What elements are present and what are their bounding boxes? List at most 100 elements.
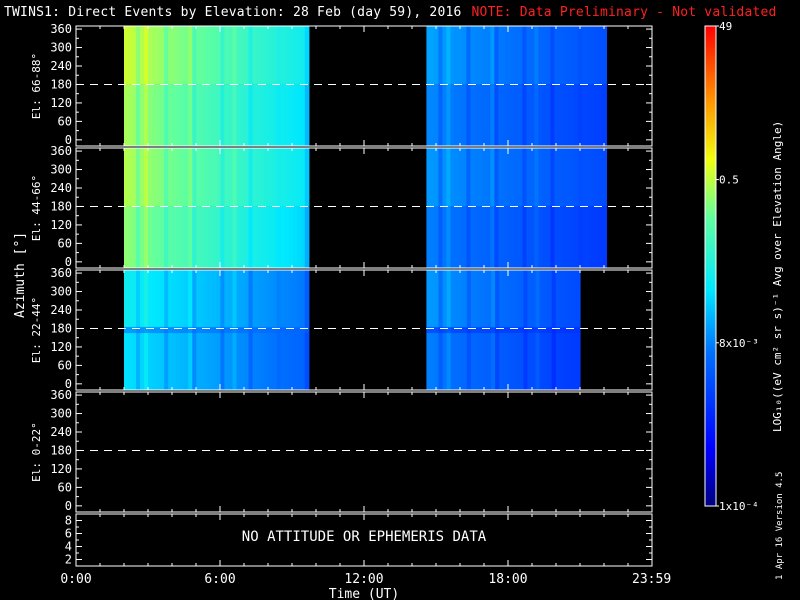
heat-cell xyxy=(252,84,258,146)
heat-cell xyxy=(192,270,197,329)
heat-cell xyxy=(160,328,165,390)
heat-cell xyxy=(539,270,545,329)
panel-label: El: 66-88° xyxy=(30,53,43,119)
y-tick-label: 120 xyxy=(50,218,72,232)
y-tick-label: 120 xyxy=(50,96,72,110)
heat-cell xyxy=(172,26,177,85)
y-axis-label: Azimuth [°] xyxy=(13,231,28,318)
heat-cell xyxy=(184,148,189,207)
heat-cell xyxy=(550,148,555,207)
heat-cell xyxy=(224,206,230,268)
heat-cell xyxy=(304,84,310,146)
heat-band xyxy=(124,326,309,334)
heat-cell xyxy=(566,84,571,146)
heat-cell xyxy=(284,26,290,85)
heat-cell xyxy=(228,26,234,85)
heat-cell xyxy=(140,84,145,146)
heat-cell xyxy=(446,206,451,268)
heat-cell xyxy=(292,26,298,85)
heat-cell xyxy=(300,328,306,390)
y-tick-label: 360 xyxy=(50,22,72,36)
heat-cell xyxy=(522,84,527,146)
heat-cell xyxy=(482,84,487,146)
heat-cell xyxy=(184,84,189,146)
heat-cell xyxy=(571,328,577,390)
heat-cell xyxy=(304,270,310,329)
heat-cell xyxy=(438,26,443,85)
heat-cell xyxy=(260,206,266,268)
y-tick-label: 240 xyxy=(50,59,72,73)
version-footer: 1 Apr 16 Version 4.5 xyxy=(775,471,785,580)
heat-cell xyxy=(228,328,234,390)
heat-cell xyxy=(264,270,270,329)
heat-cell xyxy=(252,328,258,390)
heat-cell xyxy=(458,26,463,85)
heat-cell xyxy=(244,84,250,146)
heat-cell xyxy=(152,270,157,329)
heat-cell xyxy=(244,206,250,268)
heat-cell xyxy=(538,84,543,146)
x-tick-label: 18:00 xyxy=(488,572,527,587)
heat-cell xyxy=(527,328,533,390)
heat-cell xyxy=(224,270,230,329)
heat-cell xyxy=(256,84,262,146)
heat-cell xyxy=(602,84,607,146)
heat-cell xyxy=(574,148,579,207)
heat-cell xyxy=(487,270,492,329)
heat-cell xyxy=(458,270,464,329)
heat-cell xyxy=(438,270,444,329)
heat-cell xyxy=(486,206,491,268)
heat-cell xyxy=(124,84,129,146)
y-tick-label: 300 xyxy=(50,163,72,177)
heat-cell xyxy=(562,84,567,146)
heat-cell xyxy=(300,26,306,85)
heat-cell xyxy=(434,84,439,146)
heat-cell xyxy=(196,26,201,85)
heat-cell xyxy=(260,148,266,207)
heat-cell xyxy=(280,270,286,329)
heat-cell xyxy=(232,328,238,390)
heat-cell xyxy=(470,84,475,146)
heat-cell xyxy=(252,270,258,329)
heat-cell xyxy=(551,270,557,329)
heat-cell xyxy=(531,270,537,329)
heat-cell xyxy=(594,84,599,146)
heat-cell xyxy=(132,26,137,85)
heat-cell xyxy=(442,328,448,390)
heat-cell xyxy=(458,328,464,390)
heat-cell xyxy=(602,26,607,85)
heat-cell xyxy=(450,328,456,390)
heat-cell xyxy=(522,148,527,207)
heat-cell xyxy=(208,26,213,85)
plot-title: TWINS1: Direct Events by Elevation: 28 F… xyxy=(4,5,777,20)
heat-cell xyxy=(442,148,447,207)
heat-cell xyxy=(446,26,451,85)
heat-cell xyxy=(586,148,591,207)
colorbar-tick-label: 8x10⁻³ xyxy=(719,337,759,350)
heat-cell xyxy=(272,206,278,268)
heat-cell xyxy=(434,148,439,207)
heat-cell xyxy=(160,148,165,207)
colorbar: 49 0.5 8x10⁻³ 1x10⁻⁴ xyxy=(704,20,759,513)
heat-cell xyxy=(244,270,250,329)
heat-cell xyxy=(466,328,472,390)
heat-cell xyxy=(288,206,294,268)
heat-cell xyxy=(582,206,587,268)
heat-cell xyxy=(236,270,242,329)
heat-cell xyxy=(164,328,169,390)
heat-cell xyxy=(586,26,591,85)
heat-cell xyxy=(518,148,523,207)
y-tick-label: 120 xyxy=(50,340,72,354)
heat-cell xyxy=(268,328,274,390)
heat-cell xyxy=(276,26,282,85)
heat-cell xyxy=(180,84,185,146)
heat-cell xyxy=(244,328,250,390)
title-note: NOTE: Data Preliminary - Not validated xyxy=(471,5,777,20)
heat-cell xyxy=(216,206,222,268)
heat-cell xyxy=(474,84,479,146)
y-tick-label: 240 xyxy=(50,181,72,195)
heat-cell xyxy=(304,148,310,207)
heat-cell xyxy=(128,270,133,329)
heat-cell xyxy=(542,26,547,85)
heat-cell xyxy=(450,84,455,146)
